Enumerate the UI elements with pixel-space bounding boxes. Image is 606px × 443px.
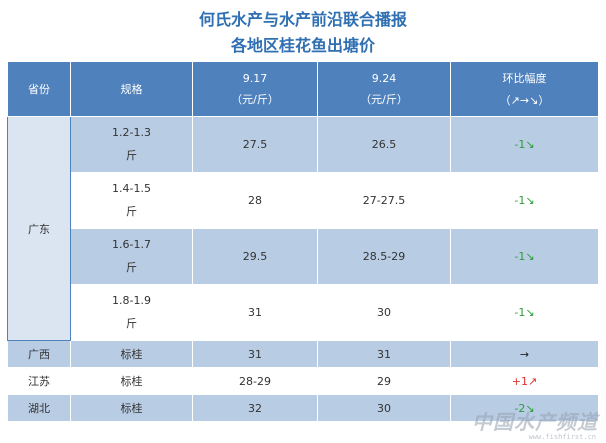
spec-cell: 标桂 (70, 340, 193, 368)
table-row: 湖北 标桂 32 30 -2↘ (7, 394, 599, 422)
table-row: 1.4-1.5 斤 28 27-27.5 -1↘ (7, 172, 599, 229)
table-row: 1.8-1.9 斤 31 30 -1↘ (7, 284, 599, 341)
spec-range: 1.2-1.3 (112, 126, 151, 139)
header-date2-unit: （元/斤） (360, 92, 408, 106)
spec-cell: 标桂 (70, 367, 193, 395)
header-date2-label: 9.24 (371, 71, 397, 85)
price-date2: 29 (317, 367, 451, 395)
spec-unit: 斤 (126, 149, 137, 162)
price-date1: 27.5 (192, 116, 318, 173)
spec-range: 1.4-1.5 (112, 182, 151, 195)
change-cell: → (450, 340, 599, 368)
spec-cell: 标桂 (70, 394, 193, 422)
change-cell: -1↘ (450, 228, 599, 285)
table-row: 广东 1.2-1.3 斤 27.5 26.5 -1↘ (7, 116, 599, 341)
spec-range: 1.8-1.9 (112, 294, 151, 307)
price-date1: 29.5 (192, 228, 318, 285)
change-cell: -2↘ (450, 394, 599, 422)
province-jiangsu: 江苏 (7, 367, 71, 395)
header-row: 省份 规格 9.17 （元/斤） 9.24 （元/斤） 环比幅度 （↗→↘） (7, 61, 599, 117)
watermark-logo: 中国水产频道 (472, 410, 598, 434)
change-cell: -1↘ (450, 116, 599, 173)
price-table: 省份 规格 9.17 （元/斤） 9.24 （元/斤） 环比幅度 （↗→↘） 广… (7, 61, 599, 422)
table-row: 1.6-1.7 斤 29.5 28.5-29 -1↘ (7, 228, 599, 285)
price-date2: 31 (317, 340, 451, 368)
price-date1: 32 (192, 394, 318, 422)
header-spec: 规格 (70, 61, 193, 117)
report-subtitle: 各地区桂花鱼出塘价 (230, 36, 375, 55)
change-cell: -1↘ (450, 172, 599, 229)
spec-unit: 斤 (126, 205, 137, 218)
watermark-url: www.fishfirst.cn (528, 433, 596, 441)
report-title: 何氏水产与水产前沿联合播报 (198, 10, 407, 29)
price-date1: 31 (192, 340, 318, 368)
province-guangxi: 广西 (7, 340, 71, 368)
spec-cell: 1.4-1.5 斤 (70, 172, 193, 229)
table-row: 江苏 标桂 28-29 29 +1↗ (7, 367, 599, 395)
header-date1: 9.17 （元/斤） (192, 61, 318, 117)
header-change: 环比幅度 （↗→↘） (450, 61, 599, 117)
header-date2: 9.24 （元/斤） (317, 61, 451, 117)
table-row: 广西 标桂 31 31 → (7, 340, 599, 368)
header-date1-label: 9.17 (242, 71, 268, 85)
spec-cell: 1.6-1.7 斤 (70, 228, 193, 285)
price-date1: 28 (192, 172, 318, 229)
province-hubei: 湖北 (7, 394, 71, 422)
spec-cell: 1.8-1.9 斤 (70, 284, 193, 341)
price-date1: 31 (192, 284, 318, 341)
price-date2: 27-27.5 (317, 172, 451, 229)
province-guangdong: 广东 (7, 116, 71, 341)
header-change-legend: （↗→↘） (499, 94, 550, 107)
header-change-label: 环比幅度 (502, 72, 547, 85)
price-date2: 28.5-29 (317, 228, 451, 285)
header-date1-unit: （元/斤） (231, 92, 279, 106)
spec-cell: 1.2-1.3 斤 (70, 116, 193, 173)
spec-unit: 斤 (126, 261, 137, 274)
header-province: 省份 (7, 61, 71, 117)
price-date2: 30 (317, 394, 451, 422)
price-date2: 30 (317, 284, 451, 341)
change-cell: +1↗ (450, 367, 599, 395)
price-date1: 28-29 (192, 367, 318, 395)
spec-unit: 斤 (126, 317, 137, 330)
change-cell: -1↘ (450, 284, 599, 341)
spec-range: 1.6-1.7 (112, 238, 151, 251)
price-date2: 26.5 (317, 116, 451, 173)
